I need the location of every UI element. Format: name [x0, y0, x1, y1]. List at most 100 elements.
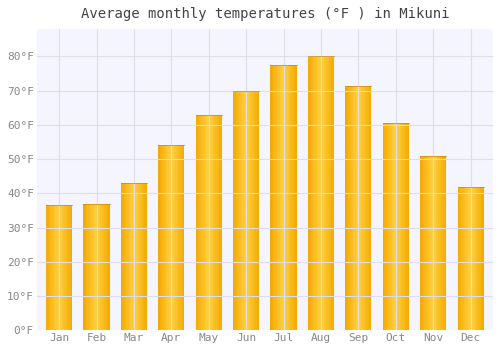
- Bar: [130, 183, 132, 330]
- Bar: [357, 85, 358, 330]
- Bar: [436, 156, 437, 330]
- Bar: [140, 183, 142, 330]
- Bar: [183, 146, 184, 330]
- Bar: [54, 205, 55, 330]
- Bar: [246, 91, 248, 330]
- Bar: [63, 205, 64, 330]
- Bar: [422, 156, 424, 330]
- Bar: [362, 85, 364, 330]
- Bar: [402, 123, 404, 330]
- Bar: [437, 156, 438, 330]
- Bar: [136, 183, 138, 330]
- Bar: [444, 156, 445, 330]
- Bar: [309, 56, 310, 330]
- Bar: [398, 123, 400, 330]
- Bar: [46, 205, 48, 330]
- Bar: [244, 91, 245, 330]
- Bar: [312, 56, 313, 330]
- Bar: [438, 156, 440, 330]
- Bar: [358, 85, 360, 330]
- Bar: [196, 115, 197, 330]
- Bar: [59, 205, 60, 330]
- Bar: [276, 65, 277, 330]
- Bar: [102, 204, 103, 330]
- Bar: [164, 146, 165, 330]
- Bar: [333, 56, 334, 330]
- Bar: [200, 115, 201, 330]
- Bar: [292, 65, 293, 330]
- Bar: [370, 85, 372, 330]
- Bar: [84, 204, 85, 330]
- Bar: [480, 187, 481, 330]
- Bar: [60, 205, 62, 330]
- Bar: [270, 65, 272, 330]
- Bar: [482, 187, 484, 330]
- Bar: [445, 156, 446, 330]
- Bar: [426, 156, 428, 330]
- Bar: [354, 85, 356, 330]
- Bar: [233, 91, 234, 330]
- Bar: [473, 187, 474, 330]
- Bar: [478, 187, 480, 330]
- Bar: [400, 123, 401, 330]
- Bar: [142, 183, 143, 330]
- Bar: [182, 146, 183, 330]
- Bar: [382, 123, 384, 330]
- Bar: [50, 205, 51, 330]
- Bar: [285, 65, 286, 330]
- Bar: [125, 183, 126, 330]
- Bar: [281, 65, 282, 330]
- Bar: [433, 156, 434, 330]
- Bar: [314, 56, 316, 330]
- Bar: [369, 85, 370, 330]
- Bar: [384, 123, 386, 330]
- Bar: [174, 146, 176, 330]
- Bar: [368, 85, 369, 330]
- Bar: [165, 146, 166, 330]
- Bar: [278, 65, 280, 330]
- Bar: [249, 91, 250, 330]
- Bar: [128, 183, 130, 330]
- Bar: [100, 204, 102, 330]
- Bar: [94, 204, 96, 330]
- Bar: [350, 85, 352, 330]
- Bar: [318, 56, 320, 330]
- Bar: [442, 156, 444, 330]
- Bar: [392, 123, 393, 330]
- Bar: [288, 65, 289, 330]
- Bar: [459, 187, 460, 330]
- Bar: [388, 123, 390, 330]
- Bar: [432, 156, 433, 330]
- Bar: [428, 156, 430, 330]
- Bar: [466, 187, 468, 330]
- Bar: [214, 115, 216, 330]
- Bar: [468, 187, 469, 330]
- Bar: [180, 146, 182, 330]
- Bar: [254, 91, 256, 330]
- Bar: [106, 204, 107, 330]
- Bar: [329, 56, 330, 330]
- Bar: [434, 156, 436, 330]
- Bar: [308, 56, 309, 330]
- Bar: [401, 123, 402, 330]
- Bar: [460, 187, 462, 330]
- Bar: [313, 56, 314, 330]
- Bar: [236, 91, 237, 330]
- Bar: [126, 183, 128, 330]
- Bar: [317, 56, 318, 330]
- Bar: [197, 115, 198, 330]
- Bar: [70, 205, 71, 330]
- Bar: [86, 204, 88, 330]
- Bar: [360, 85, 361, 330]
- Bar: [92, 204, 94, 330]
- Bar: [121, 183, 122, 330]
- Bar: [346, 85, 348, 330]
- Bar: [52, 205, 54, 330]
- Bar: [198, 115, 200, 330]
- Bar: [71, 205, 72, 330]
- Bar: [146, 183, 147, 330]
- Bar: [139, 183, 140, 330]
- Bar: [218, 115, 220, 330]
- Bar: [161, 146, 162, 330]
- Bar: [245, 91, 246, 330]
